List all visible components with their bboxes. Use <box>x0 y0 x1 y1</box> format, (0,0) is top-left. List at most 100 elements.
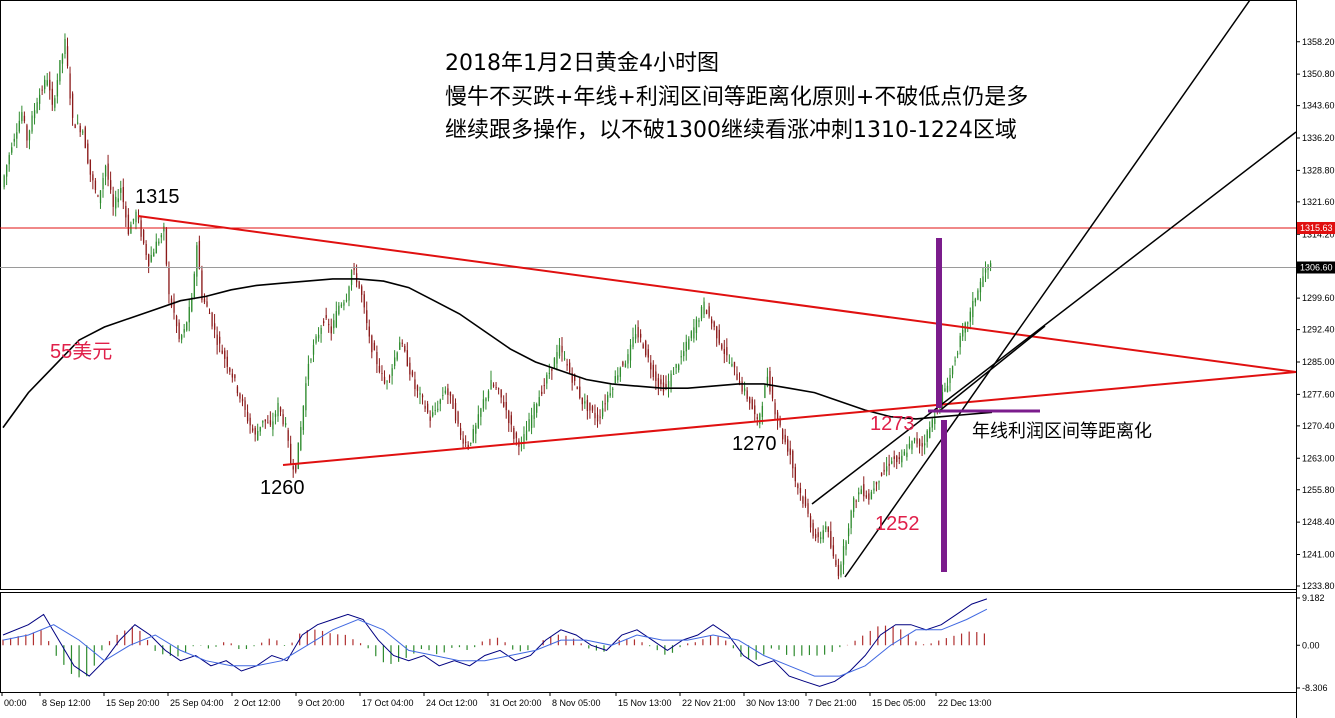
candle-body <box>198 240 201 270</box>
candle <box>181 333 183 344</box>
candle-body <box>647 349 649 358</box>
candle-body <box>827 527 829 532</box>
candle <box>470 442 472 447</box>
candle <box>736 366 738 381</box>
candle-body <box>246 411 249 422</box>
candle-body <box>284 423 287 426</box>
candle-body <box>794 467 796 482</box>
candle-body <box>153 252 155 257</box>
candle-body <box>229 368 231 372</box>
candle <box>246 404 249 424</box>
candle <box>731 357 733 368</box>
candle <box>300 421 302 452</box>
candle <box>967 321 969 333</box>
candle-body <box>721 344 723 349</box>
candle <box>754 399 756 421</box>
candle-body <box>984 268 987 273</box>
candle <box>569 359 571 374</box>
time-tick-label: 31 Oct 20:00 <box>490 698 542 708</box>
candle <box>538 390 540 407</box>
candle <box>498 387 500 395</box>
candle <box>878 480 880 490</box>
macd-tick-label: 0.00 <box>1302 640 1320 650</box>
candle-body <box>893 456 895 459</box>
candle-body <box>708 306 710 317</box>
candle-body <box>168 267 170 295</box>
candle-body <box>355 273 358 283</box>
candle <box>277 397 279 422</box>
candle-body <box>675 364 677 368</box>
candle <box>541 385 543 397</box>
candle-body <box>170 298 173 307</box>
candle-body <box>579 386 581 399</box>
candle-body <box>860 489 862 495</box>
candle-body <box>452 395 454 409</box>
candle <box>820 531 822 544</box>
candle-body <box>77 122 79 124</box>
candle <box>419 386 421 405</box>
candle-body <box>926 430 928 442</box>
candle-body <box>508 410 510 424</box>
candle-body <box>130 224 132 234</box>
candle <box>713 320 715 331</box>
candle-body <box>145 244 147 256</box>
candle <box>432 405 434 418</box>
candle <box>835 554 837 568</box>
candle <box>409 357 411 381</box>
candle-body <box>581 397 583 405</box>
candle-body <box>599 416 601 418</box>
candle <box>728 354 731 365</box>
candle <box>513 425 515 444</box>
candle-body <box>203 298 206 302</box>
candle-body <box>746 390 748 399</box>
candle-body <box>252 428 254 431</box>
candle-body <box>21 112 23 122</box>
candle-body <box>703 301 705 315</box>
candle-body <box>163 226 165 232</box>
candle <box>295 463 297 474</box>
candle <box>492 382 495 388</box>
candle <box>885 457 888 477</box>
candle-body <box>875 481 878 485</box>
candle-body <box>665 383 667 388</box>
candle <box>627 349 629 369</box>
candle-body <box>972 301 974 318</box>
candle <box>817 527 819 543</box>
time-tick-label: 00:00 <box>4 698 27 708</box>
candle <box>102 172 104 198</box>
candle <box>675 363 677 375</box>
candle-body <box>277 402 279 417</box>
candle-body <box>257 430 259 441</box>
candle-body <box>634 334 637 339</box>
candle <box>71 91 74 126</box>
candle <box>708 302 710 319</box>
candle <box>371 334 373 359</box>
candle-body <box>449 391 452 396</box>
candle <box>533 401 535 428</box>
candle <box>974 297 977 307</box>
trendlines <box>137 0 1297 578</box>
candle <box>683 342 685 362</box>
candle <box>853 496 855 518</box>
candle-body <box>883 469 885 472</box>
candle <box>252 424 254 433</box>
candle-body <box>444 390 447 393</box>
candle-body <box>738 381 741 386</box>
candle <box>959 332 961 355</box>
candle <box>424 400 426 412</box>
candle-body <box>888 463 890 466</box>
candle-body <box>901 455 903 463</box>
price-tick-label: 1328.80 <box>1302 165 1335 175</box>
candle <box>284 417 287 428</box>
candle-body <box>107 163 109 180</box>
candle <box>361 284 363 303</box>
candle <box>505 392 507 419</box>
candle <box>208 308 211 315</box>
candle <box>262 420 264 428</box>
candle <box>472 424 474 444</box>
candle <box>536 402 538 418</box>
candle-body <box>528 419 530 431</box>
candle-body <box>480 408 482 417</box>
candle-body <box>414 379 416 390</box>
candle-body <box>500 389 502 398</box>
